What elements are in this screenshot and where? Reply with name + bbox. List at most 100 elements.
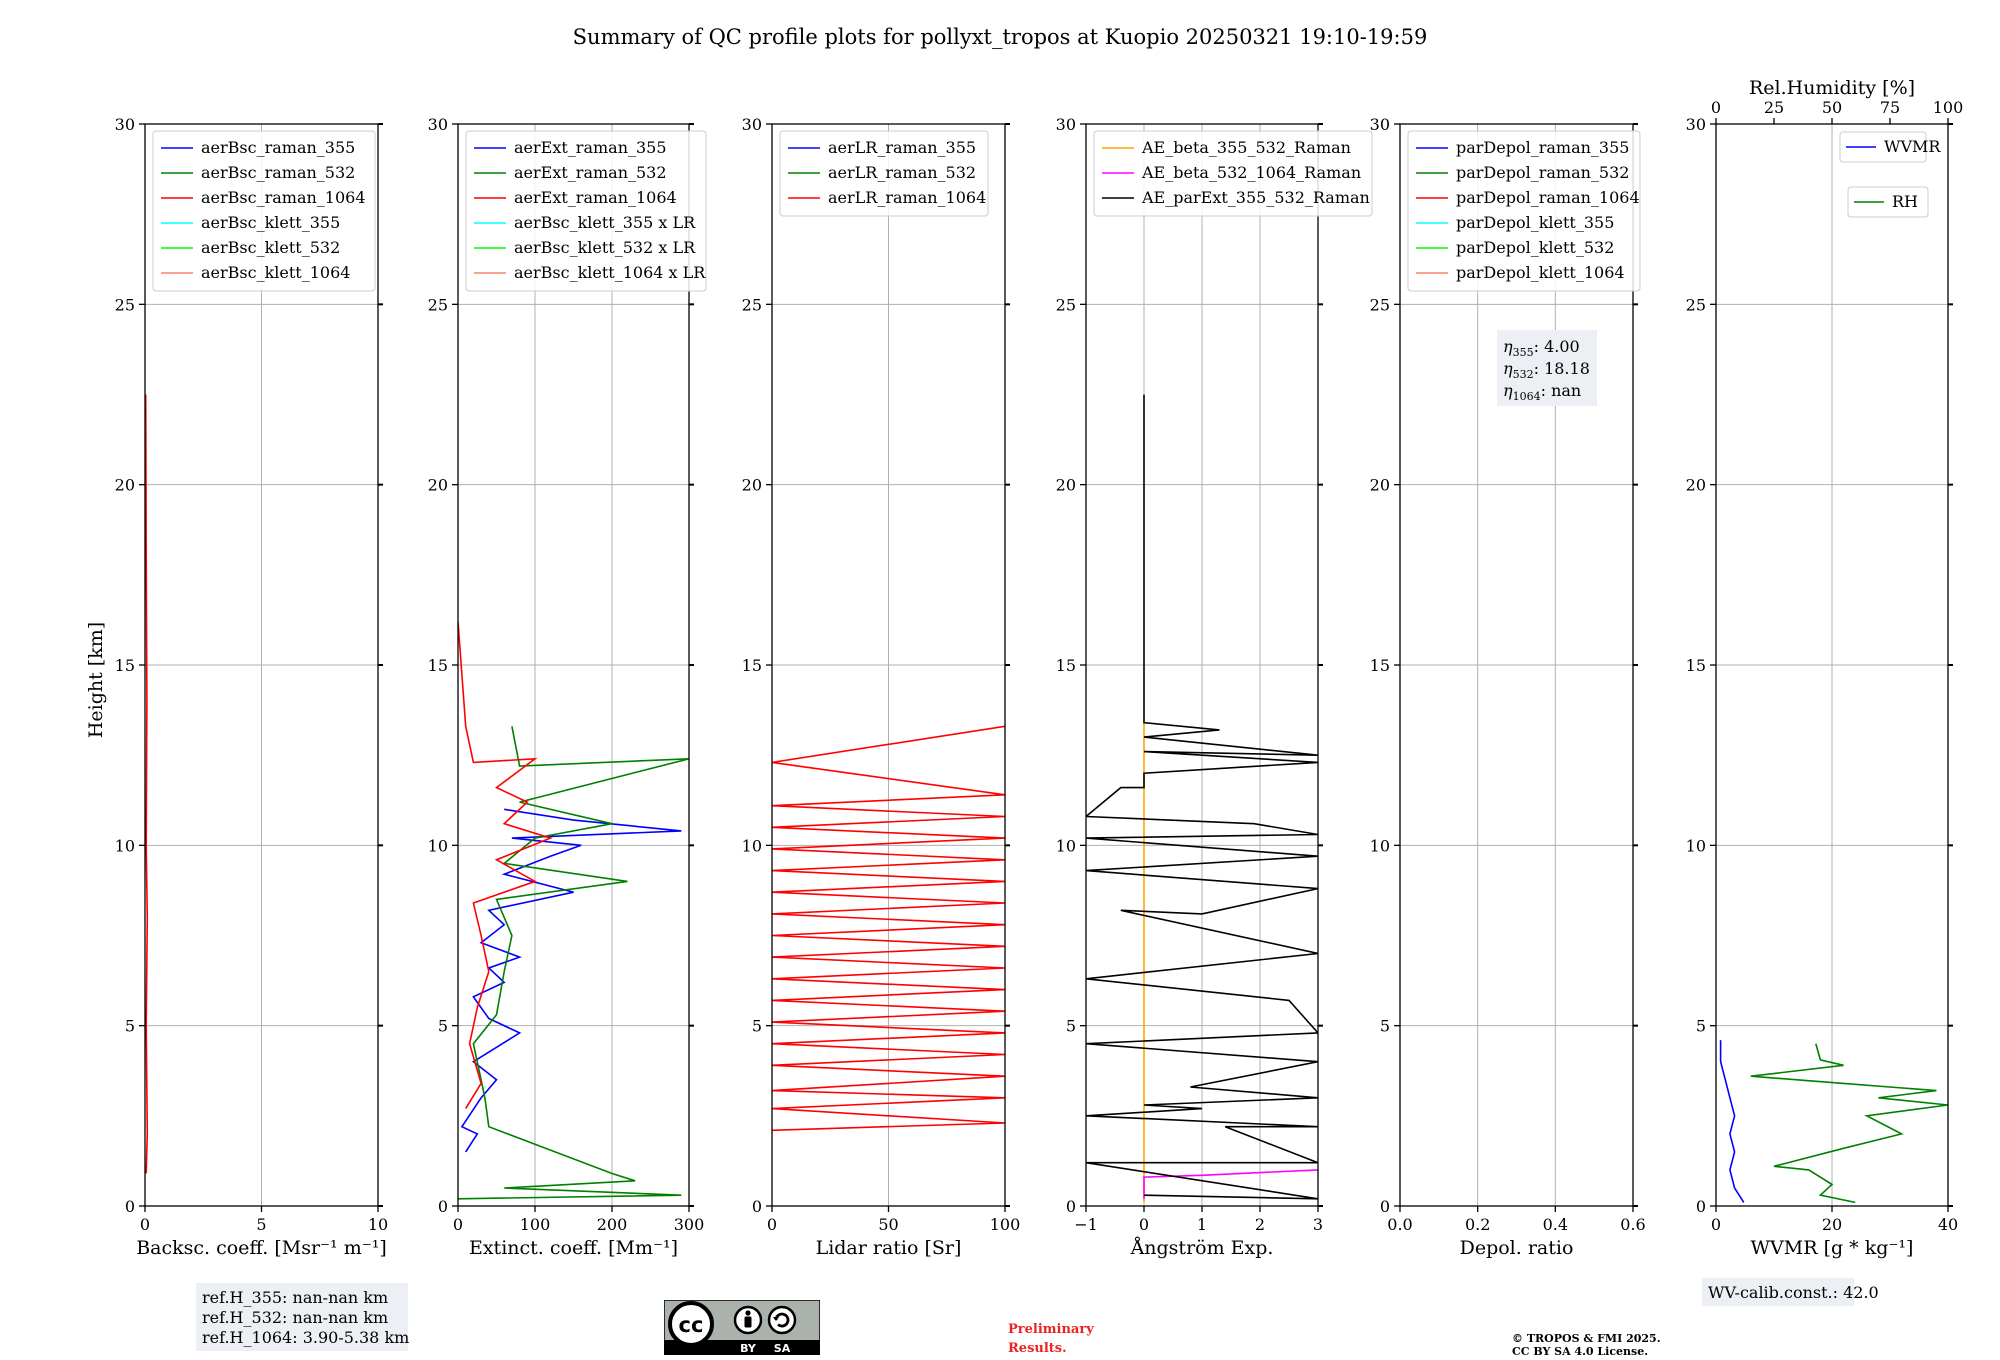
y-tick-label: 5: [752, 1017, 762, 1036]
x-tick-label: 1: [1197, 1215, 1207, 1234]
legend-label: aerBsc_raman_1064: [201, 188, 366, 207]
y-tick-label: 0: [752, 1197, 762, 1216]
y-tick-label: 10: [1686, 836, 1706, 855]
y-tick-label: 25: [115, 295, 135, 314]
x-tick-label: 0: [140, 1215, 150, 1234]
legend-box: [152, 130, 376, 292]
legend-label: aerLR_raman_355: [828, 138, 976, 157]
legend-label: aerBsc_raman_355: [201, 138, 355, 157]
legend-label: parDepol_klett_532: [1456, 238, 1614, 257]
legend-label: parDepol_klett_355: [1456, 213, 1614, 232]
legend-label: parDepol_raman_532: [1456, 163, 1629, 182]
annotation-background: [196, 1283, 408, 1351]
y-tick-label: 30: [1686, 115, 1706, 134]
y-tick-label: 0: [1380, 1197, 1390, 1216]
preliminary-text-2: Results.: [1008, 1341, 1067, 1356]
y-tick-label: 15: [742, 656, 762, 675]
panel-backscatter: 0 5 10 15 20 25 30 0 5 10 Backsc. coeff. [Msr⁻¹ m⁻…: [115, 115, 409, 1351]
eta-text: η355: 4.00: [1503, 337, 1580, 359]
y-tick-label: 15: [428, 656, 448, 675]
x-tick-label: 0.2: [1465, 1215, 1490, 1234]
panel-depolarization: 0 5 10 15 20 25 30 0.0 0.2 0.4 0.6 Depol. ratio parD…: [1370, 115, 1646, 1259]
y-tick-label: 15: [1056, 656, 1076, 675]
y-tick-label: 0: [1696, 1197, 1706, 1216]
y-tick-label: 20: [742, 476, 762, 495]
y-axis-label: Height [km]: [85, 622, 107, 738]
y-tick-label: 20: [1056, 476, 1076, 495]
y-tick-label: 0: [1066, 1197, 1076, 1216]
y-tick-label: 20: [428, 476, 448, 495]
legend-box: [779, 130, 989, 217]
x-axis-label: Ångström Exp.: [1130, 1237, 1274, 1259]
series-line-aerExt_raman_355: [460, 808, 682, 1153]
y-tick-label: 30: [742, 115, 762, 134]
y-tick-label: 10: [1056, 836, 1076, 855]
legend-label: aerBsc_klett_532: [201, 238, 340, 257]
legend-label: WVMR: [1884, 137, 1941, 156]
y-tick-label: 20: [1686, 476, 1706, 495]
y-tick-label: 30: [1056, 115, 1076, 134]
wv-calibration-text: WV-calib.const.: 42.0: [1708, 1283, 1879, 1302]
legend-label: aerBsc_klett_1064: [201, 263, 350, 282]
svg-text:cc: cc: [679, 1313, 704, 1337]
panel-water-vapor: 0 5 10 15 20 25 30 0 20 40 WVMR [g * kg⁻¹] 0 25 50 75 1…: [1686, 77, 1963, 1306]
cc-icon: cc: [668, 1301, 714, 1347]
cc-sa-label: SA: [774, 1342, 791, 1355]
y-tick-label: 20: [115, 476, 135, 495]
legend-label: parDepol_raman_355: [1456, 138, 1629, 157]
series-line-aerExt_raman_532: [458, 726, 689, 1200]
preliminary-text-1: Preliminary: [1008, 1322, 1094, 1337]
legend-label: aerLR_raman_1064: [828, 188, 986, 207]
legend-label: aerBsc_klett_532 x LR: [514, 238, 696, 257]
legend-box: [1407, 130, 1641, 292]
wv-calibration-box: WV-calib.const.: 42.0: [1702, 1278, 1879, 1306]
y-tick-label: 10: [428, 836, 448, 855]
legend-label: aerExt_raman_355: [514, 138, 667, 157]
top-x-tick-label: 0: [1711, 98, 1721, 117]
legend-label: AE_parExt_355_532_Raman: [1141, 188, 1370, 207]
y-tick-label: 15: [115, 656, 135, 675]
x-tick-label: 10: [368, 1215, 388, 1234]
reference-height-text: ref.H_355: nan-nan km: [202, 1288, 388, 1307]
legend-label: parDepol_raman_1064: [1456, 188, 1640, 207]
y-tick-label: 30: [1370, 115, 1390, 134]
y-tick-label: 30: [428, 115, 448, 134]
x-tick-label: 0.6: [1620, 1215, 1645, 1234]
legend-label: aerBsc_raman_532: [201, 163, 355, 182]
top-x-tick-label: 25: [1764, 98, 1784, 117]
by-person-icon: [733, 1305, 763, 1335]
x-axis-label: Lidar ratio [Sr]: [816, 1237, 962, 1259]
top-x-tick-label: 75: [1880, 98, 1900, 117]
legend-label: AE_beta_355_532_Raman: [1141, 138, 1351, 157]
y-tick-label: 10: [115, 836, 135, 855]
reference-height-text: ref.H_1064: 3.90-5.38 km: [202, 1328, 409, 1347]
x-tick-label: 20: [1822, 1215, 1842, 1234]
legend-box: [1093, 130, 1373, 217]
cc-license-badge: cc BY SA: [664, 1300, 820, 1355]
series-line-aerExt_raman_1064: [458, 621, 553, 1110]
x-axis-label: WVMR [g * kg⁻¹]: [1751, 1237, 1914, 1259]
y-tick-label: 25: [742, 295, 762, 314]
x-tick-label: 0: [1139, 1215, 1149, 1234]
x-axis-label: Depol. ratio: [1460, 1237, 1574, 1259]
copyright-line-2: CC BY SA 4.0 License.: [1512, 1345, 1648, 1358]
x-tick-label: 2: [1255, 1215, 1265, 1234]
x-axis-label: Extinct. coeff. [Mm⁻¹]: [469, 1237, 678, 1259]
y-tick-label: 5: [1696, 1017, 1706, 1036]
x-tick-label: 0.4: [1543, 1215, 1568, 1234]
x-tick-label: 300: [674, 1215, 705, 1234]
legend-box: [1839, 131, 1927, 163]
legend-label: aerBsc_klett_1064 x LR: [514, 263, 706, 282]
legend: AE_beta_355_532_Raman AE_beta_532_1064_Ra…: [1093, 130, 1373, 217]
legend-box: [465, 130, 707, 292]
y-tick-label: 0: [438, 1197, 448, 1216]
y-tick-label: 25: [1056, 295, 1076, 314]
x-axis-label: Backsc. coeff. [Msr⁻¹ m⁻¹]: [136, 1237, 387, 1259]
copyright-line-1: © TROPOS & FMI 2025.: [1512, 1332, 1661, 1345]
x-tick-label: 200: [597, 1215, 628, 1234]
cc-by-label: BY: [740, 1342, 757, 1355]
reference-height-text: ref.H_532: nan-nan km: [202, 1308, 388, 1327]
